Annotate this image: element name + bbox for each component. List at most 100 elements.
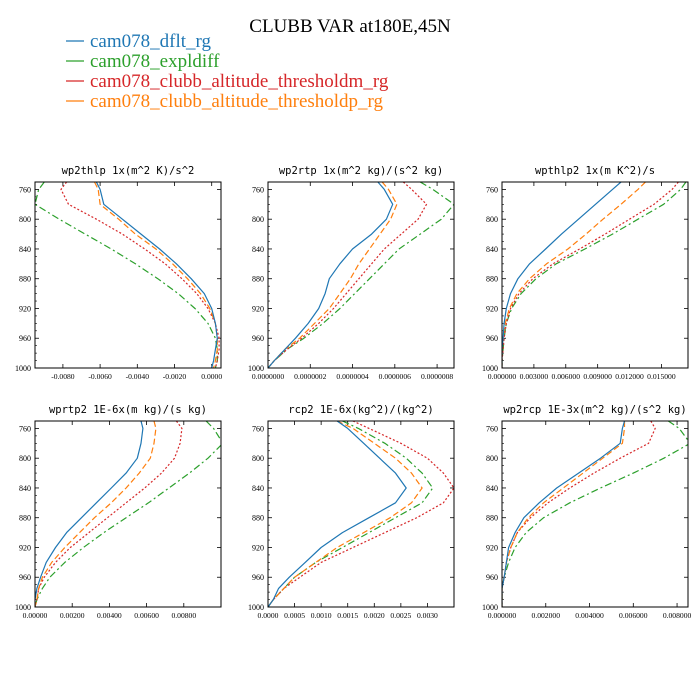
legend-label-0: cam078_dflt_rg xyxy=(90,31,212,52)
panel-5: wp2rcp 1E-3x(m^2 kg)/(s^2 kg) 760 800 840 88… xyxy=(482,404,691,620)
series-line-cam078_expldiff xyxy=(268,421,434,607)
ytick-label: 880 xyxy=(252,514,264,523)
ytick-label: 920 xyxy=(19,304,31,313)
xtick-label: 0.006000 xyxy=(552,372,581,381)
ytick-label: 920 xyxy=(252,543,264,552)
ytick-label: 840 xyxy=(486,484,498,493)
ytick-label: 920 xyxy=(486,304,498,313)
legend-label-3: cam078_clubb_altitude_thresholdp_rg xyxy=(90,91,384,112)
series-line-cam078_clubb_altitude_thresholdm_rg xyxy=(268,182,428,368)
ytick-label: 1000 xyxy=(248,364,264,373)
xtick-label: 0.0000008 xyxy=(421,372,453,381)
ytick-label: 960 xyxy=(19,334,31,343)
panel-frame xyxy=(501,181,689,369)
series-line-cam078_expldiff xyxy=(502,421,688,607)
xtick-label: 0.0025 xyxy=(390,611,411,620)
xtick-label: 0.0000002 xyxy=(294,372,326,381)
series-group xyxy=(502,182,687,368)
ytick-label: 960 xyxy=(252,334,264,343)
ytick-label: 840 xyxy=(486,245,498,254)
panel-3: wprtp2 1E-6x(m kg)/(s kg) 760 800 840 880 920… xyxy=(15,404,222,620)
xtick-label: 0.003000 xyxy=(520,372,549,381)
xtick-label: 0.0030 xyxy=(417,611,438,620)
ytick-label: 840 xyxy=(19,484,31,493)
ytick-label: 800 xyxy=(486,215,498,224)
series-line-cam078_clubb_altitude_thresholdp_rg xyxy=(268,421,423,607)
panel-frame xyxy=(267,181,455,369)
series-line-cam078_clubb_altitude_thresholdp_rg xyxy=(268,182,398,368)
series-line-cam078_clubb_altitude_thresholdm_rg xyxy=(502,421,656,607)
ytick-label: 1000 xyxy=(248,603,264,612)
xtick-label: -0.0060 xyxy=(88,372,112,381)
xtick-label: 0.0000 xyxy=(258,611,279,620)
ytick-label: 920 xyxy=(252,304,264,313)
ytick-label: 800 xyxy=(19,215,31,224)
series-group xyxy=(502,421,688,607)
panel-title-1: wp2rtp 1x(m^2 kg)/(s^2 kg) xyxy=(279,165,443,177)
series-line-cam078_clubb_altitude_thresholdp_rg xyxy=(35,421,157,607)
panel-frame xyxy=(34,181,222,369)
xtick-label: 0.012000 xyxy=(615,372,644,381)
ytick-label: 880 xyxy=(486,514,498,523)
series-line-cam078_dflt_rg xyxy=(502,182,622,368)
panel-title-0: wp2thlp 1x(m^2 K)/s^2 xyxy=(62,165,195,177)
xtick-label: 0.00800 xyxy=(171,611,196,620)
ytick-label: 760 xyxy=(486,424,498,433)
ytick-label: 760 xyxy=(19,185,31,194)
panel-frame xyxy=(501,420,689,608)
panel-title-5: wp2rcp 1E-3x(m^2 kg)/(s^2 kg) xyxy=(503,404,686,416)
xtick-label: 0.0000000 xyxy=(252,372,284,381)
series-line-cam078_dflt_rg xyxy=(35,421,144,607)
xtick-label: 0.0010 xyxy=(311,611,332,620)
xtick-label: -0.0020 xyxy=(163,372,187,381)
ytick-label: 880 xyxy=(486,275,498,284)
panel-frame xyxy=(34,420,222,608)
ytick-label: 1000 xyxy=(15,364,31,373)
figure-title: CLUBB VAR at180E,45N xyxy=(249,16,451,37)
xtick-label: 0.006000 xyxy=(619,611,648,620)
ytick-label: 880 xyxy=(252,275,264,284)
xtick-label: 0.00600 xyxy=(134,611,159,620)
xtick-label: 0.0000 xyxy=(201,372,222,381)
xtick-label: 0.000000 xyxy=(488,611,517,620)
series-line-cam078_expldiff xyxy=(502,182,687,368)
series-group xyxy=(35,421,221,607)
xtick-label: 0.0015 xyxy=(337,611,358,620)
series-group xyxy=(268,421,454,607)
series-group xyxy=(268,182,454,368)
ytick-label: 960 xyxy=(252,573,264,582)
xtick-label: -0.0040 xyxy=(126,372,150,381)
series-group xyxy=(35,182,220,368)
panel-1: wp2rtp 1x(m^2 kg)/(s^2 kg) 760 800 840 880 92… xyxy=(248,165,455,381)
ytick-label: 840 xyxy=(19,245,31,254)
series-line-cam078_dflt_rg xyxy=(502,421,626,607)
xtick-label: 0.002000 xyxy=(532,611,561,620)
series-line-cam078_clubb_altitude_thresholdp_rg xyxy=(93,182,218,368)
series-line-cam078_expldiff xyxy=(35,421,221,607)
xtick-label: 0.0000006 xyxy=(379,372,411,381)
ytick-label: 1000 xyxy=(15,603,31,612)
series-line-cam078_dflt_rg xyxy=(95,182,218,368)
xtick-label: 0.0020 xyxy=(364,611,385,620)
panel-title-3: wprtp2 1E-6x(m kg)/(s kg) xyxy=(49,404,207,416)
ytick-label: 920 xyxy=(19,543,31,552)
series-line-cam078_clubb_altitude_thresholdm_rg xyxy=(268,421,454,607)
xtick-label: 0.000000 xyxy=(488,372,517,381)
ytick-label: 800 xyxy=(486,454,498,463)
panel-title-4: rcp2 1E-6x(kg^2)/(kg^2) xyxy=(288,404,433,416)
xtick-label: 0.008000 xyxy=(663,611,692,620)
series-line-cam078_expldiff xyxy=(268,182,454,368)
series-line-cam078_clubb_altitude_thresholdm_rg xyxy=(502,182,679,368)
xtick-label: 0.00200 xyxy=(60,611,85,620)
xtick-label: 0.004000 xyxy=(575,611,604,620)
ytick-label: 960 xyxy=(486,334,498,343)
legend-label-1: cam078_expldiff xyxy=(90,51,220,72)
series-line-cam078_clubb_altitude_thresholdm_rg xyxy=(60,182,220,368)
ytick-label: 880 xyxy=(19,514,31,523)
panel-4: rcp2 1E-6x(kg^2)/(kg^2) 760 800 840 880 920 96… xyxy=(248,404,455,620)
panel-0: wp2thlp 1x(m^2 K)/s^2 760 800 840 880 920 960 1… xyxy=(15,165,222,381)
ytick-label: 760 xyxy=(252,185,264,194)
panel-frame xyxy=(267,420,455,608)
ytick-label: 960 xyxy=(486,573,498,582)
